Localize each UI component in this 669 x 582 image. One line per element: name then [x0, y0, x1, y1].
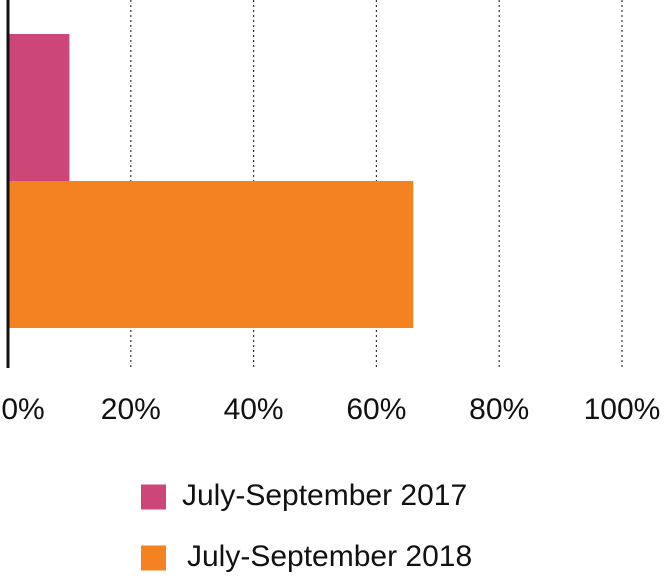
legend-swatch [141, 484, 166, 510]
x-tick-label: 80% [469, 393, 529, 426]
legend-label: July-September 2018 [187, 540, 472, 573]
x-tick-label: 60% [346, 393, 406, 426]
x-tick-label: 100% [584, 393, 661, 426]
bar [8, 181, 414, 328]
legend-label: July-September 2017 [182, 479, 467, 512]
x-tick-label: 40% [224, 393, 284, 426]
x-tick-label: 20% [101, 393, 161, 426]
x-tick-label: 0% [1, 393, 44, 426]
bar [8, 34, 70, 181]
legend-swatch [141, 545, 166, 571]
